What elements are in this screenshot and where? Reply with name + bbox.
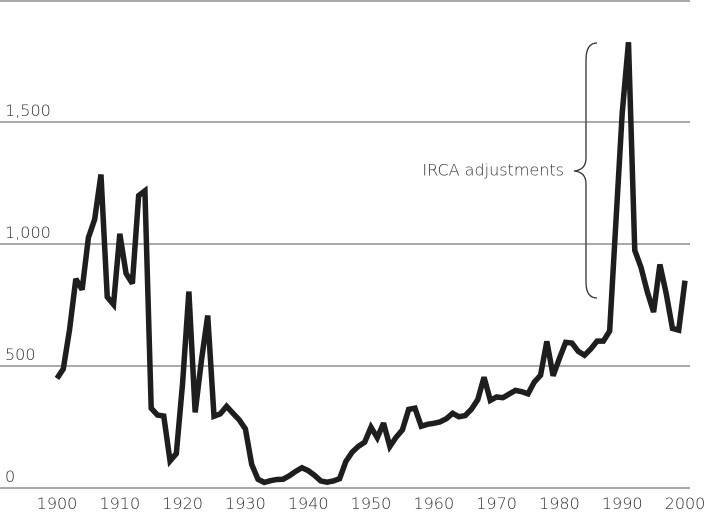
- annotation: IRCA adjustments: [422, 161, 564, 180]
- x-tick-label: 1980: [539, 494, 580, 513]
- x-tick-label: 1940: [288, 494, 329, 513]
- x-tick-label: 2000: [665, 494, 706, 513]
- x-tick-label: 1930: [225, 494, 266, 513]
- x-tick-label: 1960: [413, 494, 454, 513]
- y-tick-label: 1,500: [5, 101, 51, 120]
- x-tick-label: 1910: [99, 494, 140, 513]
- x-tick-label: 1920: [162, 494, 203, 513]
- data-line: [54, 41, 688, 486]
- y-tick-label: 500: [5, 345, 36, 364]
- x-tick-label: 1900: [37, 494, 78, 513]
- y-tick-label: 1,000: [5, 223, 51, 242]
- x-tick-label: 1970: [476, 494, 517, 513]
- y-tick-label: 0: [5, 467, 15, 486]
- brace: [573, 42, 598, 299]
- x-tick-label: 1990: [602, 494, 643, 513]
- x-tick-label: 1950: [351, 494, 392, 513]
